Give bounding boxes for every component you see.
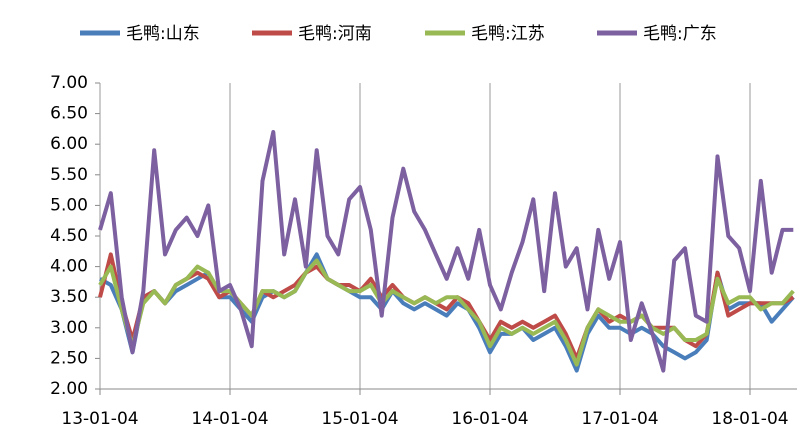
x-tick-label: 15-01-04 [321,409,398,429]
x-tick-label: 18-01-04 [711,409,788,429]
legend-label: 毛鸭:山东 [126,24,200,44]
y-tick-label: 7.00 [50,73,88,93]
x-tick-label: 17-01-04 [581,409,658,429]
y-tick-label: 6.00 [50,134,88,154]
y-tick-label: 2.50 [50,348,88,368]
series-line [98,258,795,367]
y-tick-label: 4.00 [50,257,88,277]
y-tick-label: 6.50 [50,104,88,124]
legend-label: 毛鸭:江苏 [471,24,545,44]
x-tick-label: 13-01-04 [61,409,138,429]
y-tick-label: 5.00 [50,195,88,215]
y-tick-label: 5.50 [50,165,88,185]
series-line [98,130,794,373]
x-tick-label: 16-01-04 [451,409,528,429]
x-tick-label: 14-01-04 [191,409,268,429]
y-tick-label: 3.00 [50,318,88,338]
y-tick-label: 3.50 [50,287,88,307]
y-tick-label: 2.00 [50,379,88,399]
legend-label: 毛鸭:河南 [298,24,372,44]
legend-label: 毛鸭:广东 [643,24,717,44]
y-tick-label: 4.50 [50,226,88,246]
